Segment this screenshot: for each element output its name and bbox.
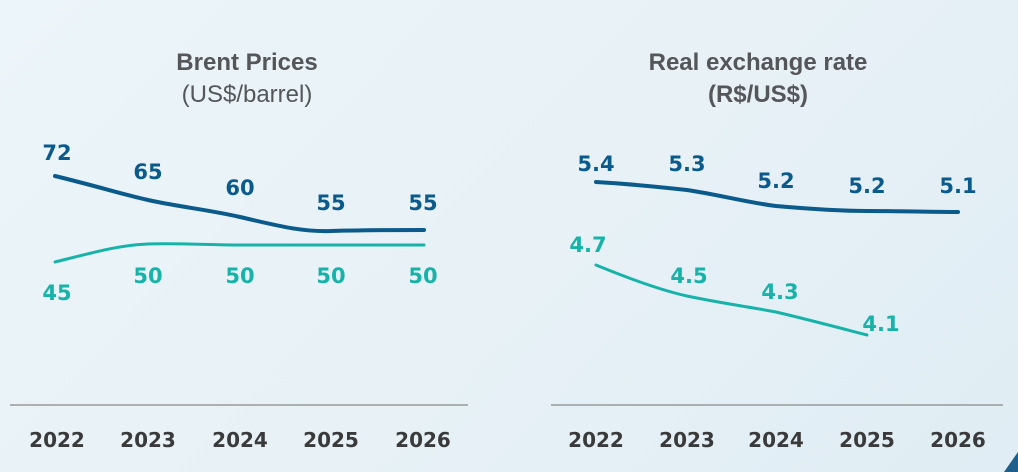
exchange-chart-subtitle: (R$/US$) — [708, 81, 808, 108]
brent-light-label: 50 — [133, 264, 162, 288]
exchange-tick-label: 2025 — [839, 428, 895, 452]
brent-tick-label: 2026 — [395, 428, 451, 452]
brent-dark-label: 55 — [316, 191, 345, 215]
exchange-dark-label: 5.2 — [757, 169, 794, 193]
exchange-tick-label: 2022 — [568, 428, 624, 452]
exchange-x-ticks: 2022 2023 2024 2025 2026 — [568, 428, 986, 452]
brent-light-label: 50 — [316, 264, 345, 288]
exchange-tick-label: 2023 — [659, 428, 715, 452]
exchange-light-series-line — [594, 263, 869, 337]
exchange-dark-label: 5.1 — [939, 174, 976, 198]
corner-accent — [1004, 452, 1018, 472]
exchange-rate-chart: Real exchange rate (R$/US$) 2022 2023 20… — [551, 49, 1003, 452]
exchange-tick-label: 2024 — [748, 428, 804, 452]
brent-chart-title: Brent Prices — [176, 49, 317, 76]
exchange-light-label: 4.7 — [569, 233, 606, 257]
brent-light-label: 50 — [225, 264, 254, 288]
brent-tick-label: 2023 — [120, 428, 176, 452]
exchange-dark-label: 5.2 — [848, 174, 885, 198]
brent-light-label: 45 — [42, 281, 71, 305]
exchange-light-data-labels: 4.7 4.5 4.3 4.1 — [569, 233, 899, 336]
brent-dark-label: 55 — [408, 191, 437, 215]
brent-light-label: 50 — [408, 264, 437, 288]
brent-chart-subtitle: (US$/barrel) — [182, 81, 313, 108]
brent-light-data-labels: 45 50 50 50 50 — [42, 264, 437, 305]
brent-tick-label: 2022 — [29, 428, 85, 452]
exchange-dark-data-labels: 5.4 5.3 5.2 5.2 5.1 — [577, 152, 976, 198]
exchange-light-label: 4.5 — [670, 264, 707, 288]
brent-dark-label: 60 — [225, 176, 254, 200]
exchange-dark-series-line — [594, 180, 960, 214]
exchange-tick-label: 2026 — [930, 428, 986, 452]
brent-dark-label: 65 — [133, 160, 162, 184]
brent-dark-label: 72 — [42, 141, 71, 165]
brent-light-series-line — [53, 242, 426, 264]
brent-dark-data-labels: 72 65 60 55 55 — [42, 141, 437, 215]
brent-dark-series-line — [53, 174, 426, 234]
exchange-light-label: 4.1 — [862, 312, 899, 336]
brent-prices-chart: Brent Prices (US$/barrel) 2022 2023 2024… — [10, 49, 468, 452]
brent-tick-label: 2024 — [212, 428, 268, 452]
exchange-dark-label: 5.4 — [577, 152, 614, 176]
exchange-chart-title: Real exchange rate — [649, 49, 868, 76]
exchange-light-label: 4.3 — [761, 280, 798, 304]
exchange-dark-label: 5.3 — [668, 152, 705, 176]
brent-tick-label: 2025 — [303, 428, 359, 452]
brent-x-ticks: 2022 2023 2024 2025 2026 — [29, 428, 451, 452]
